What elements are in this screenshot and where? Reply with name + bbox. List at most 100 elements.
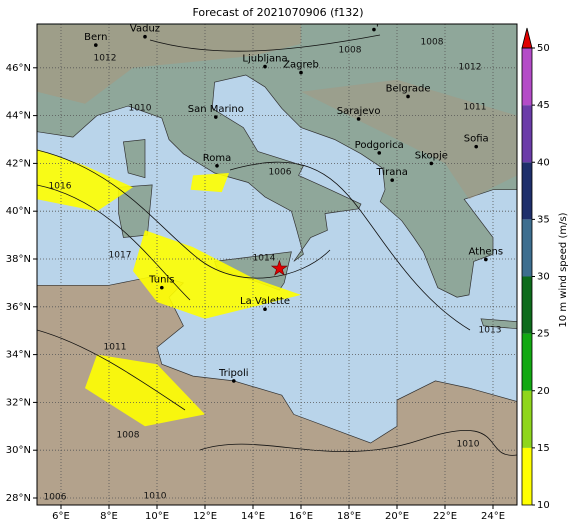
city-dot (372, 27, 376, 32)
isobar (37, 149, 331, 279)
city-label: Ljubljana (242, 54, 287, 65)
isobar-label: 1010 (144, 492, 167, 502)
y-tick-label: 30°N (6, 445, 31, 456)
isobar (37, 184, 191, 301)
grid (37, 24, 517, 505)
city-dot (377, 151, 382, 155)
axes: 6°E 8°E 10°E 12°E 14°E 16°E 18°E 20°E 22°E 24°E 28… (6, 63, 505, 522)
city-label: Athens (468, 246, 503, 257)
wind-shading (85, 354, 205, 427)
colorbar-tick-label: 15 (537, 443, 550, 454)
x-tick-label: 6°E (52, 511, 70, 522)
balkans-relief (301, 79, 517, 200)
city-dot (263, 307, 267, 311)
island (480, 318, 517, 330)
city-label: Zagreb (283, 60, 319, 71)
alps (37, 24, 301, 104)
island (122, 139, 146, 179)
map-frame (36, 23, 518, 506)
y-tick-label: 46°N (6, 63, 31, 74)
wind-shading (190, 173, 229, 193)
isobar-label: 1008 (421, 38, 444, 48)
colorbar: 10 15 20 25 30 35 40 45 50 10 m wind speed (m/s) (521, 27, 569, 511)
x-tick-label: 18°E (337, 511, 361, 522)
colorbar-tick-label: 50 (537, 43, 550, 54)
isobar (149, 34, 381, 52)
x-tick-label: 8°E (100, 511, 118, 522)
colorbar-segment (522, 162, 532, 220)
city-label: Podgorica (355, 140, 404, 151)
isobar (229, 161, 471, 331)
x-tick-label: 12°E (193, 511, 217, 522)
colorbar-segment (522, 390, 532, 448)
isobar-label: 1010 (129, 104, 152, 114)
city-dot (406, 94, 410, 99)
city-label: Vaduz (130, 24, 160, 35)
city-dot (299, 70, 303, 75)
isobar-label: 1006 (269, 168, 292, 178)
city-dot (94, 43, 98, 47)
isobar-label: 1011 (464, 103, 487, 113)
city-label: Roma (203, 153, 232, 164)
city-label: Sofia (464, 134, 489, 145)
city-label: San Marino (188, 104, 244, 115)
isobar-label: 1006 (44, 493, 67, 503)
y-tick-label: 32°N (6, 397, 31, 408)
x-tick-label: 20°E (385, 511, 409, 522)
colorbar-segment (522, 276, 532, 334)
colorbar-segment (522, 447, 532, 505)
x-tick-label: 10°E (145, 511, 169, 522)
title: Forecast of 2021070906 (f132) (192, 6, 363, 19)
colorbar-tick-label: 20 (537, 386, 550, 397)
y-tick-label: 36°N (6, 302, 31, 313)
city-label: Bern (84, 32, 107, 43)
isobar (37, 329, 186, 411)
x-tick-label: 24°E (481, 511, 505, 522)
city-dot (356, 117, 361, 121)
isobar-label: 1011 (104, 343, 127, 353)
city-dot (215, 163, 219, 168)
y-tick-label: 40°N (6, 206, 31, 217)
colorbar-tick-label: 35 (537, 214, 550, 225)
y-tick-label: 34°N (6, 350, 31, 361)
city-label: Tunis (148, 275, 174, 286)
city-dot (263, 64, 267, 69)
colorbar-extend (521, 27, 533, 49)
isobar-label: 1014 (253, 254, 276, 264)
city-label: La Valette (240, 296, 290, 307)
city-dot (143, 34, 147, 39)
city-dot (160, 285, 164, 290)
city-label: Tripoli (218, 368, 249, 379)
y-tick-label: 38°N (6, 254, 31, 265)
city-dot (390, 178, 395, 182)
city-dot (232, 379, 236, 383)
colorbar-tick-label: 40 (537, 157, 550, 168)
isobar-label: 1008 (117, 431, 140, 441)
city-label: Belgrade (386, 83, 431, 94)
colorbar-segment (522, 219, 532, 277)
city-label: Skopje (415, 150, 448, 161)
isobar-label: 1010 (457, 440, 480, 450)
map-area: 1016 1017 1014 1008 1010 1011 1012 1006 1008 1010… (37, 24, 517, 505)
colorbar-tick-label: 30 (537, 272, 550, 283)
city-label: Tirana (376, 167, 408, 178)
x-tick-label: 14°E (241, 511, 265, 522)
city-label: Sarajevo (337, 106, 381, 117)
x-tick-label: 22°E (433, 511, 457, 522)
colorbar-segment (522, 333, 532, 391)
isobar-label: 1008 (339, 46, 362, 56)
isobar (199, 430, 517, 456)
isobar-label: 1012 (94, 54, 117, 64)
colorbar-segment (522, 48, 532, 106)
wind-shading (133, 230, 301, 319)
isobar-label: 1017 (109, 251, 132, 261)
y-tick-label: 44°N (6, 111, 31, 122)
city-dot (214, 115, 218, 119)
city-dot (474, 144, 479, 149)
island (118, 184, 153, 238)
colorbar-segment (522, 105, 532, 163)
event-star (270, 259, 288, 276)
city-dot (429, 161, 434, 166)
